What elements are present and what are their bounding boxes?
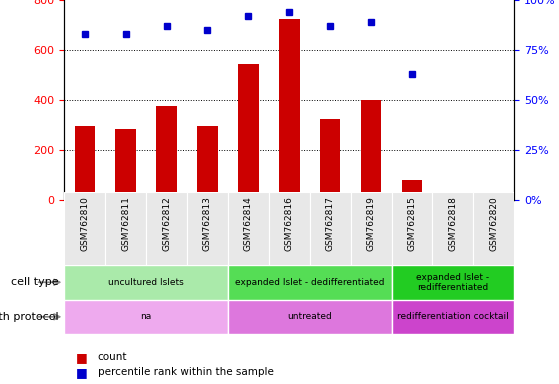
Text: GSM762817: GSM762817: [326, 196, 335, 251]
Bar: [391, 192, 433, 269]
Text: expanded Islet - dedifferentiated: expanded Islet - dedifferentiated: [235, 278, 385, 287]
Text: GSM762811: GSM762811: [121, 196, 130, 251]
Bar: [197, 126, 217, 200]
Text: GSM762810: GSM762810: [80, 196, 89, 251]
Bar: [115, 129, 136, 200]
Text: growth protocol: growth protocol: [0, 312, 59, 322]
Bar: [279, 19, 300, 200]
Bar: [228, 265, 391, 300]
Bar: [402, 180, 422, 200]
Bar: [146, 192, 187, 269]
Bar: [157, 106, 177, 200]
Text: GSM762813: GSM762813: [203, 196, 212, 251]
Bar: [473, 192, 514, 269]
Text: percentile rank within the sample: percentile rank within the sample: [98, 367, 274, 377]
Text: GSM762814: GSM762814: [244, 196, 253, 251]
Text: GSM762820: GSM762820: [489, 196, 498, 251]
Bar: [228, 300, 391, 334]
Text: expanded Islet -
redifferentiated: expanded Islet - redifferentiated: [416, 273, 490, 292]
Text: uncultured Islets: uncultured Islets: [108, 278, 184, 287]
Bar: [228, 192, 269, 269]
Bar: [391, 265, 514, 300]
Text: GSM762812: GSM762812: [162, 196, 171, 251]
Bar: [361, 100, 381, 200]
Text: na: na: [140, 312, 151, 321]
Bar: [433, 192, 473, 269]
Text: GSM762819: GSM762819: [367, 196, 376, 251]
Bar: [391, 300, 514, 334]
Bar: [74, 126, 95, 200]
Text: GSM762815: GSM762815: [408, 196, 416, 251]
Bar: [269, 192, 310, 269]
Bar: [350, 192, 391, 269]
Text: cell type: cell type: [11, 277, 59, 287]
Text: ■: ■: [75, 351, 87, 364]
Text: count: count: [98, 352, 127, 362]
Bar: [238, 64, 259, 200]
Bar: [64, 300, 228, 334]
Text: untreated: untreated: [287, 312, 332, 321]
Text: ■: ■: [75, 366, 87, 379]
Bar: [187, 192, 228, 269]
Bar: [310, 192, 350, 269]
Bar: [64, 192, 105, 269]
Bar: [320, 119, 340, 200]
Text: GSM762818: GSM762818: [448, 196, 457, 251]
Text: GSM762816: GSM762816: [285, 196, 294, 251]
Text: redifferentiation cocktail: redifferentiation cocktail: [397, 312, 509, 321]
Bar: [105, 192, 146, 269]
Bar: [64, 265, 228, 300]
